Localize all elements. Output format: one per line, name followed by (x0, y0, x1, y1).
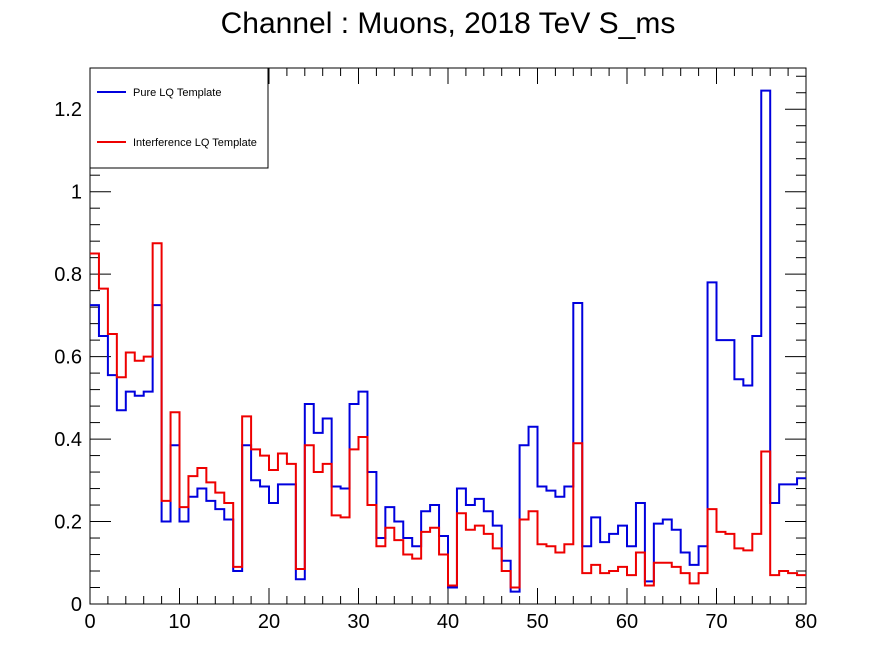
series-layer (90, 89, 806, 593)
legend-label-interference-lq: Interference LQ Template (133, 137, 257, 149)
y-tick-label: 0.6 (54, 347, 82, 369)
y-tick-label: 0.2 (54, 512, 82, 534)
y-tick-label: 1.2 (54, 99, 82, 121)
x-tick-label: 0 (84, 611, 95, 633)
x-tick-label: 20 (258, 611, 280, 633)
y-tick-label: 0.8 (54, 264, 82, 286)
x-tick-label: 50 (526, 611, 548, 633)
x-tick-label: 40 (437, 611, 459, 633)
y-tick-label: 1 (71, 182, 82, 204)
chart-title: Channel : Muons, 2018 TeV S_ms (221, 7, 676, 40)
y-tick-label: 0.4 (54, 429, 82, 451)
y-axis: 0 0.2 0.4 0.6 0.8 1 1.2 (54, 75, 806, 616)
x-tick-label: 10 (168, 611, 190, 633)
legend-box (89, 67, 269, 169)
y-tick-label: 0 (71, 594, 82, 616)
legend: Pure LQ Template Interference LQ Templat… (89, 67, 269, 169)
series-pure-lq-line (90, 89, 806, 593)
x-tick-label: 70 (705, 611, 727, 633)
x-tick-label: 60 (616, 611, 638, 633)
x-tick-label: 80 (795, 611, 817, 633)
x-tick-label: 30 (347, 611, 369, 633)
series-interference-lq-line (90, 242, 806, 589)
legend-label-pure-lq: Pure LQ Template (133, 87, 221, 99)
